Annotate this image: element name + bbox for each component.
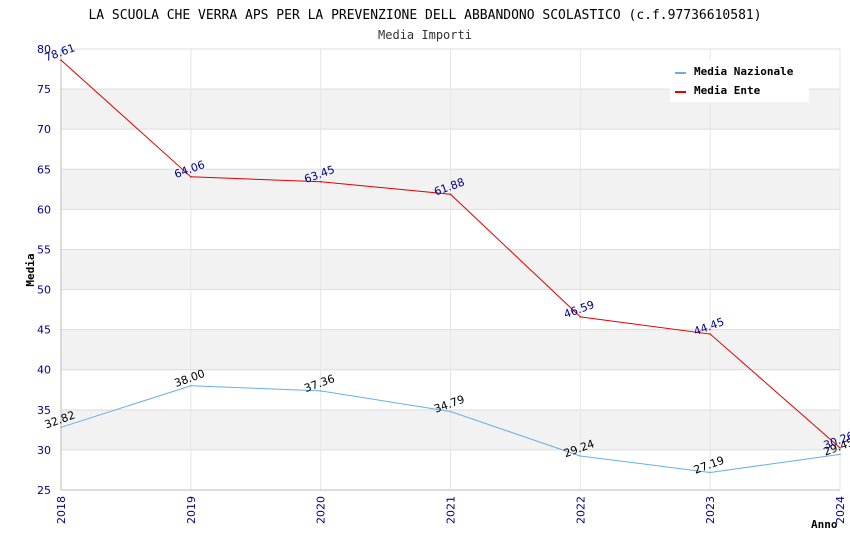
y-tick-label: 35 [37,404,51,417]
x-tick-label: 2022 [574,496,587,524]
data-point [579,316,582,318]
series-lines [60,59,841,474]
y-tick-labels: 25 30 35 40 45 50 55 60 65 70 75 80 [37,43,51,497]
data-point [709,471,711,474]
legend: Media Nazionale Media Ente [670,60,809,102]
axes [60,49,840,491]
data-point [190,384,192,387]
data-point [190,176,192,178]
y-axis-label: Media [24,253,37,286]
y-tick-label: 45 [37,324,51,337]
data-point [449,193,452,196]
y-tick-label: 40 [37,364,51,377]
y-tick-label: 55 [37,243,51,256]
y-tick-label: 75 [37,83,51,96]
legend-box [670,60,809,102]
data-point [709,333,711,335]
data-point [449,410,452,413]
data-point [319,390,322,392]
legend-label: Media Ente [694,84,761,97]
y-tick-label: 70 [37,123,51,136]
x-tick-label: 2024 [834,496,847,524]
chart-subtitle: Media Importi [378,28,472,42]
y-tick-label: 80 [37,43,51,56]
data-label: 46.59 [562,298,596,321]
x-tick-label: 2019 [185,496,198,524]
chart-title: LA SCUOLA CHE VERRA APS PER LA PREVENZIO… [88,8,761,23]
data-point [60,59,62,61]
x-tick-label: 2018 [55,496,68,524]
data-point [579,455,582,457]
x-tick-label: 2021 [445,496,458,524]
x-tick-label: 2023 [704,496,717,524]
grid-lines [60,48,841,491]
x-axis-label: Anno [811,518,838,531]
data-point [839,453,841,456]
y-tick-label: 25 [37,484,51,497]
y-tick-label: 30 [37,444,51,457]
y-tick-label: 50 [37,284,51,297]
data-point [839,447,841,449]
data-point [319,180,322,183]
y-tick-label: 60 [37,203,51,216]
legend-label: Media Nazionale [694,65,794,78]
data-point [60,426,62,429]
x-tick-labels: 2018 2019 2020 2021 2022 2023 2024 [55,496,847,524]
data-label: 27.19 [692,454,726,477]
data-label: 37.36 [302,372,336,395]
y-tick-label: 65 [37,163,51,176]
x-tick-label: 2020 [315,496,328,524]
